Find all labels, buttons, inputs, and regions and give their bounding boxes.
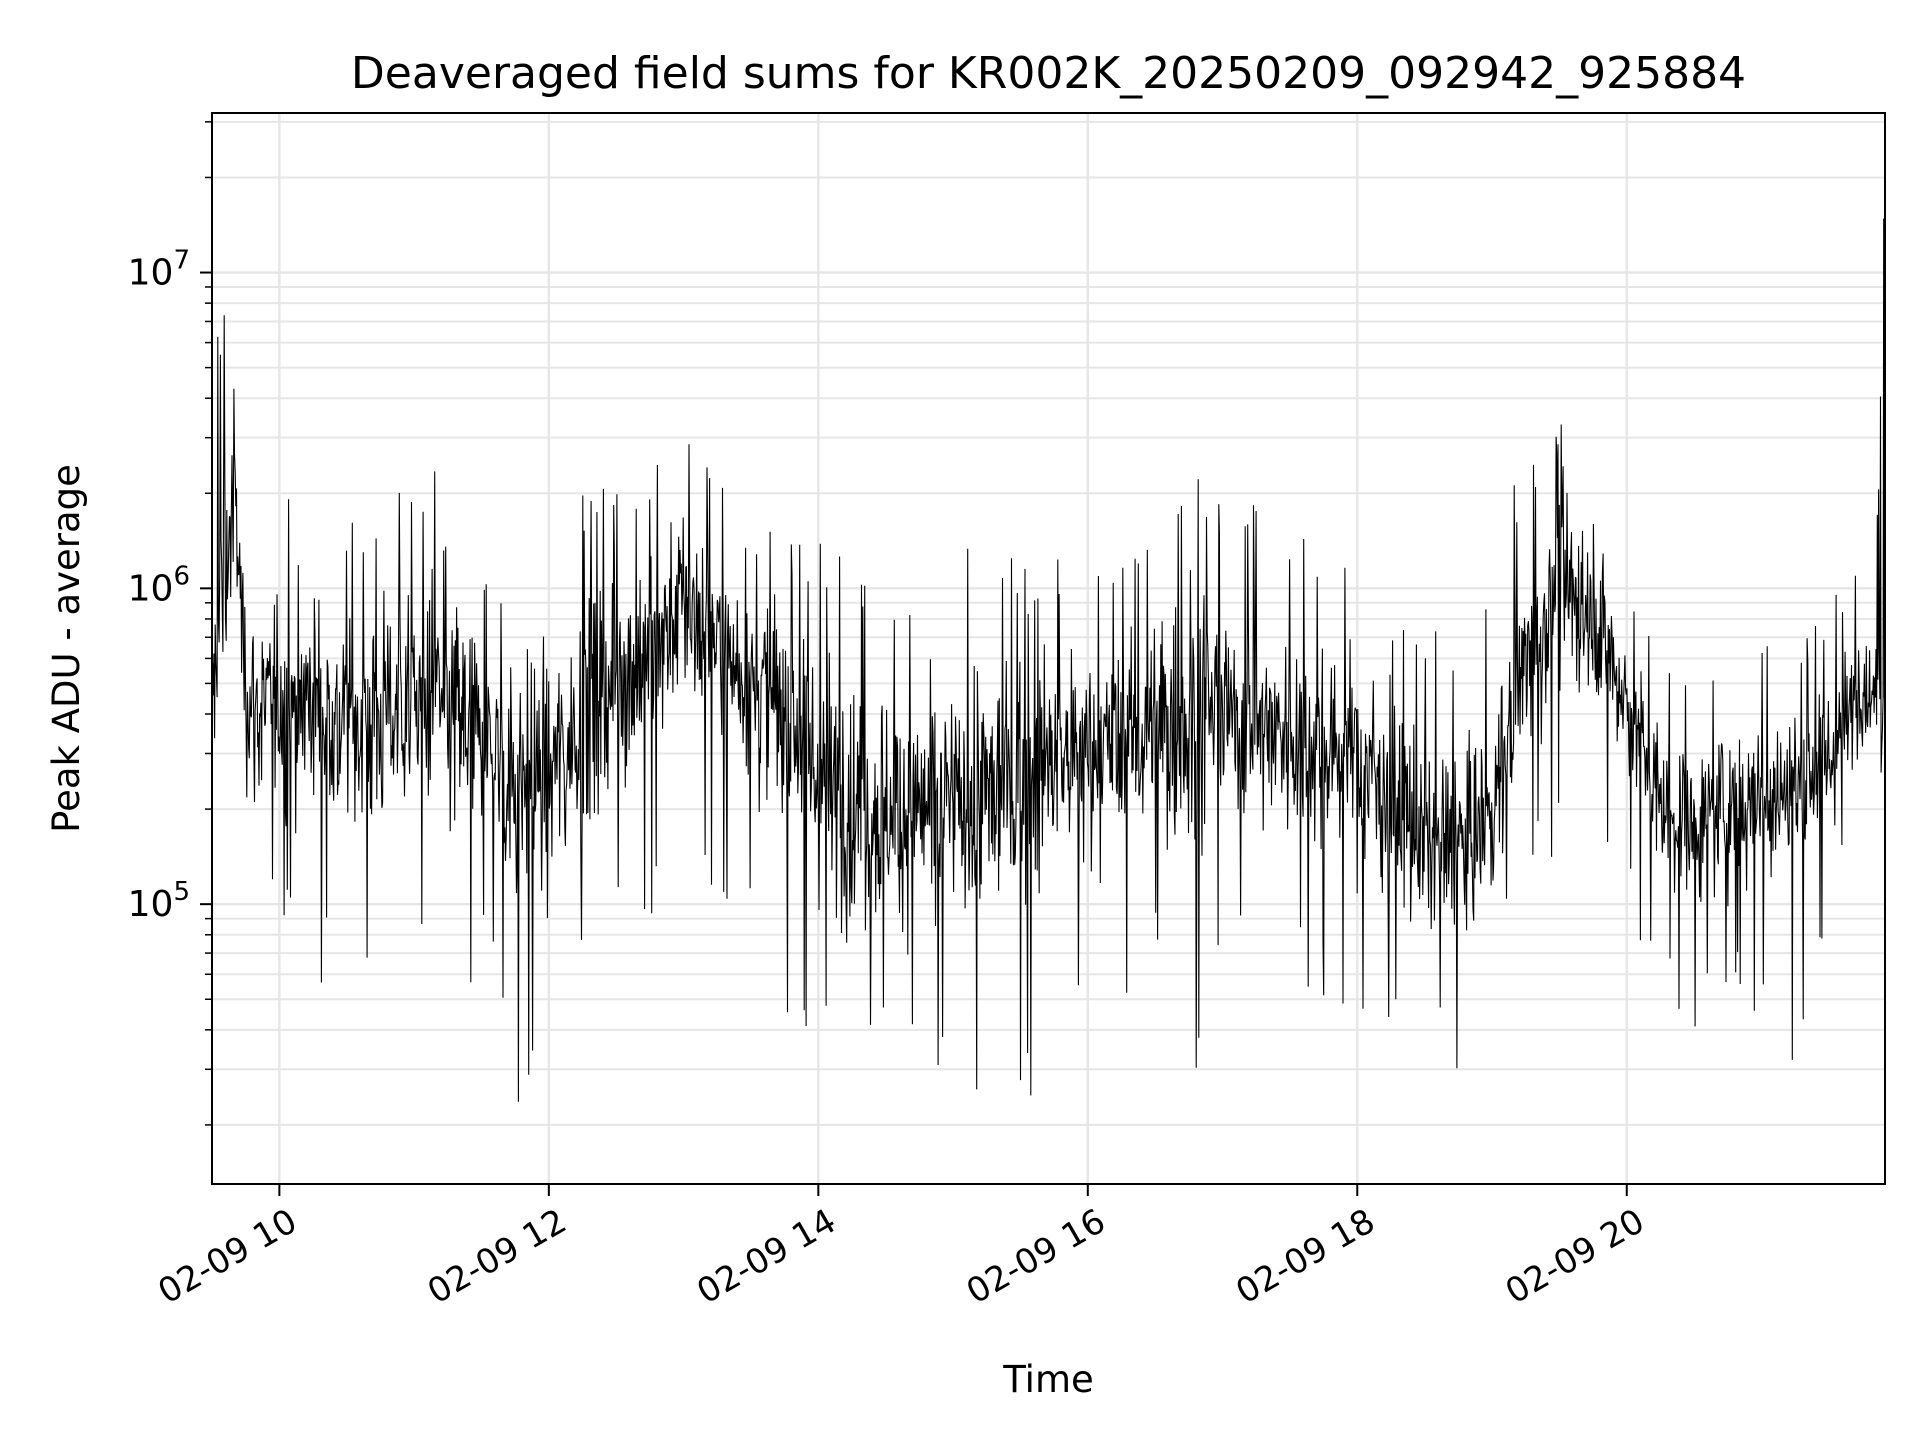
x-tick-label: 02-09 12	[421, 1201, 573, 1312]
y-tick-label: 107	[128, 246, 190, 294]
x-tick-label: 02-09 18	[1229, 1201, 1381, 1312]
grid	[212, 113, 1885, 1184]
y-axis-label: Peak ADU - average	[45, 464, 88, 833]
chart-title: Deaveraged field sums for KR002K_2025020…	[351, 48, 1746, 99]
x-axis-label: Time	[1002, 1358, 1094, 1401]
x-tick-label: 02-09 14	[690, 1201, 842, 1312]
x-tick-label: 02-09 20	[1499, 1201, 1651, 1312]
y-tick-label: 105	[128, 877, 190, 925]
x-axis-ticks: 02-09 10 02-09 12 02-09 14 02-09 16 02-09 18…	[151, 1184, 1651, 1312]
x-tick-label: 02-09 10	[151, 1201, 303, 1312]
y-tick-label: 106	[128, 561, 190, 609]
series-peak-adu	[211, 218, 1885, 1102]
plot-area-frame	[211, 112, 1886, 1185]
data-line	[211, 218, 1885, 1102]
y-axis-ticks: 105 106 107	[128, 121, 212, 1126]
x-tick-label: 02-09 16	[960, 1201, 1112, 1312]
